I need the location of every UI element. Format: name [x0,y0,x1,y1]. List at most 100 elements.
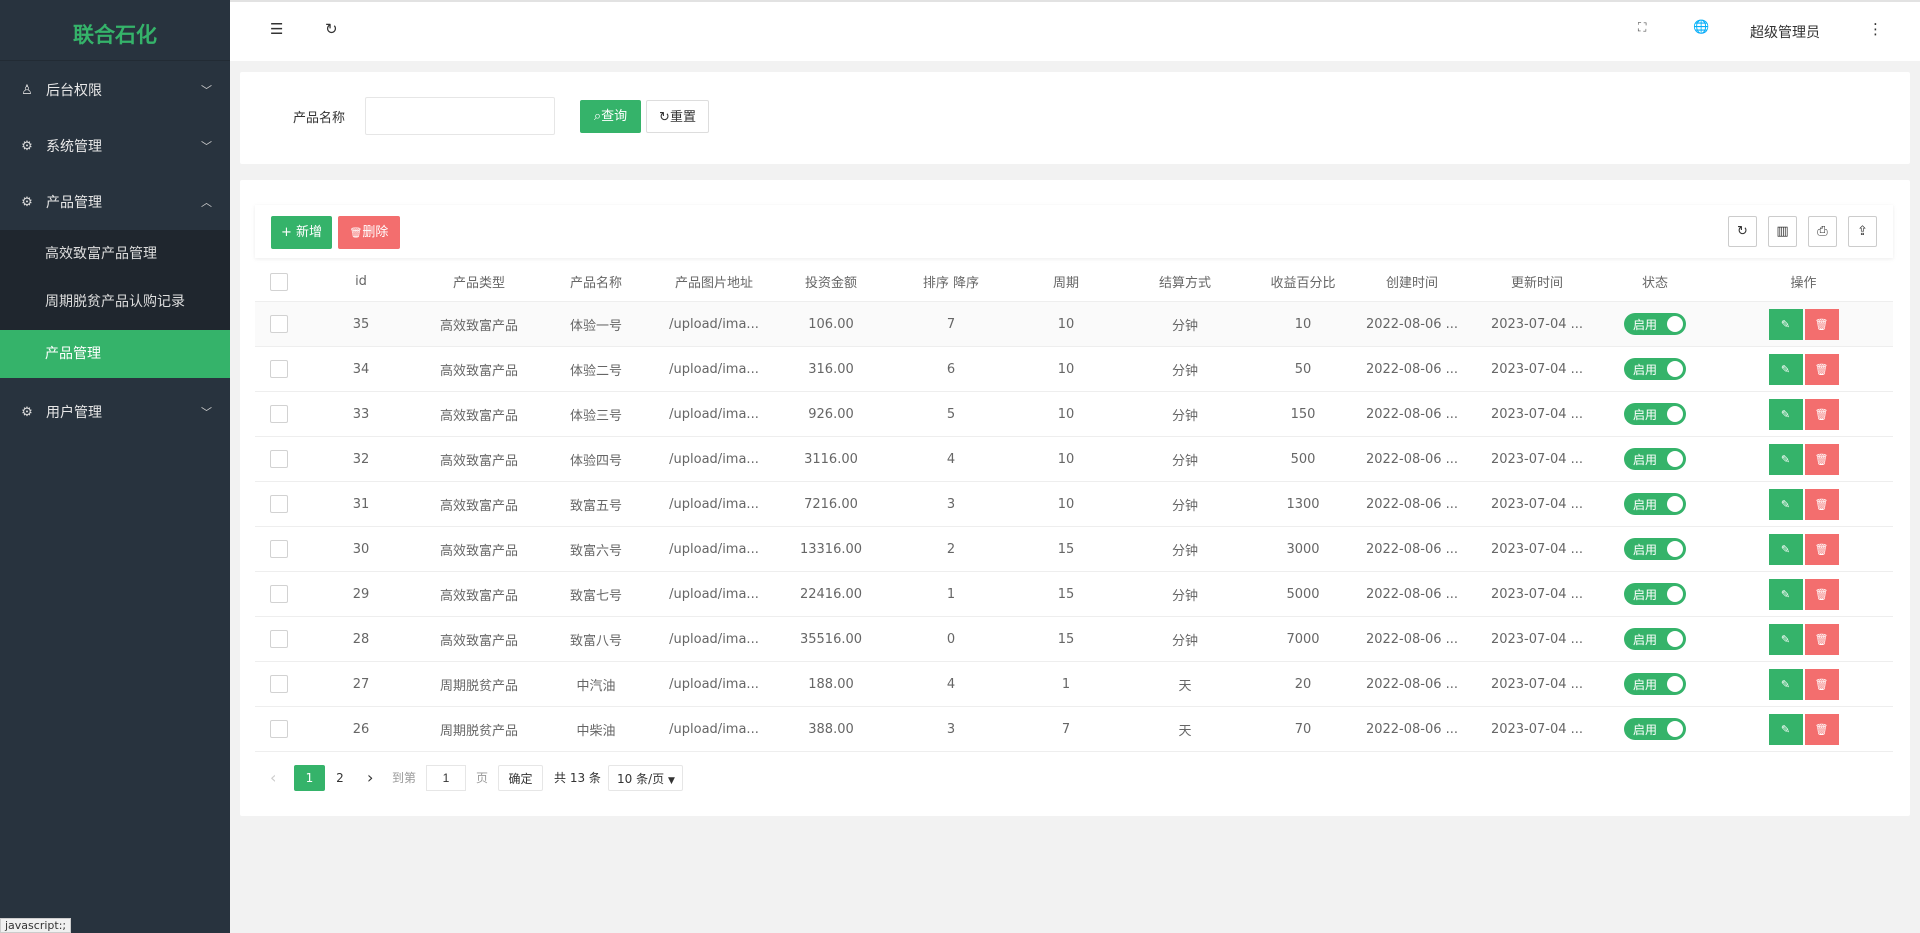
add-button[interactable]: + 新增 [271,216,332,249]
delete-row-button[interactable]: 🗑 [1804,353,1839,385]
refresh-table-icon[interactable]: ↻ [1728,216,1757,247]
status-toggle[interactable]: 启用 [1624,313,1686,335]
status-toggle[interactable]: 启用 [1624,538,1686,560]
submenu: 高效致富产品管理 周期脱贫产品认购记录 产品管理 [0,230,230,378]
gear-icon: ⚙ [21,404,33,420]
delete-row-button[interactable]: 🗑 [1804,308,1839,340]
chevron-down-icon: ﹀ [201,84,212,97]
status-toggle[interactable]: 启用 [1624,493,1686,515]
pencil-icon: ✎ [1780,407,1791,421]
delete-row-button[interactable]: 🗑 [1804,533,1839,565]
sidebar-subitem-product-management[interactable]: 产品管理 [0,330,230,378]
status-label: 启用 [1633,317,1658,332]
goto-page-input[interactable] [426,765,466,791]
plus-icon: + [280,225,296,240]
page-size-select[interactable]: 10 条/页 ▼ [608,765,683,791]
sidebar-item-products[interactable]: ⚙ 产品管理 ︿ [0,174,230,230]
col-id[interactable]: id [355,274,367,289]
toggle-knob [1667,676,1683,692]
edit-button[interactable]: ✎ [1768,533,1803,565]
prev-page-icon[interactable]: ‹ [270,768,277,787]
product-name-input[interactable] [365,97,555,135]
menu-toggle-icon[interactable]: ☰ [270,20,284,38]
reset-button[interactable]: ↻重置 [646,100,709,133]
edit-button[interactable]: ✎ [1768,713,1803,745]
query-label: 查询 [601,109,628,124]
row-checkbox[interactable] [270,405,288,423]
edit-button[interactable]: ✎ [1768,578,1803,610]
row-checkbox[interactable] [270,315,288,333]
next-page-icon[interactable]: › [367,768,374,787]
print-icon[interactable]: ⎙ [1808,216,1837,247]
cell-period: 15 [1057,541,1075,557]
cell-settlement: 分钟 [1171,318,1198,334]
row-checkbox[interactable] [270,630,288,648]
toggle-knob [1667,316,1683,332]
delete-row-button[interactable]: 🗑 [1804,713,1839,745]
row-checkbox[interactable] [270,495,288,513]
edit-button[interactable]: ✎ [1768,623,1803,655]
sidebar-subitem-wealth-products[interactable]: 高效致富产品管理 [45,246,157,262]
pencil-icon: ✎ [1780,542,1791,556]
table-toolbar [255,205,1893,258]
refresh-icon: ↻ [659,110,670,125]
edit-button[interactable]: ✎ [1768,308,1803,340]
status-label: 启用 [1633,497,1658,512]
delete-row-button[interactable]: 🗑 [1804,488,1839,520]
cell-created: 2022-08-06 ... [1365,586,1459,602]
page-2[interactable]: 2 [336,771,344,785]
cell-amount: 7216.00 [804,496,858,512]
edit-button[interactable]: ✎ [1768,398,1803,430]
sidebar-subitem-subscription-records[interactable]: 周期脱贫产品认购记录 [45,294,185,310]
row-checkbox[interactable] [270,585,288,603]
select-all-checkbox[interactable] [270,272,288,291]
user-menu[interactable]: 超级管理员 [1750,25,1820,41]
status-toggle[interactable]: 启用 [1624,403,1686,425]
status-toggle[interactable]: 启用 [1624,718,1686,740]
edit-button[interactable]: ✎ [1768,443,1803,475]
columns-icon[interactable]: ▥ [1768,216,1797,247]
status-toggle[interactable]: 启用 [1624,583,1686,605]
table-row: 32 高效致富产品 体验四号/upload/ima... 3116.00 4 10 分钟 50… [255,437,1893,482]
sidebar-item-users[interactable]: ⚙ 用户管理 ﹀ [0,384,230,440]
edit-button[interactable]: ✎ [1768,488,1803,520]
col-settlement: 结算方式 [1158,276,1211,291]
status-toggle[interactable]: 启用 [1624,448,1686,470]
cell-type: 周期脱贫产品 [439,723,518,739]
status-toggle[interactable]: 启用 [1624,358,1686,380]
sidebar-item-system[interactable]: ⚙ 系统管理 ﹀ [0,118,230,174]
status-toggle[interactable]: 启用 [1624,673,1686,695]
fullscreen-icon[interactable]: ⛶ [1638,20,1647,34]
query-button[interactable]: ⌕查询 [580,100,641,133]
export-icon[interactable]: ⇪ [1848,216,1877,247]
row-checkbox[interactable] [270,360,288,378]
edit-button[interactable]: ✎ [1768,668,1803,700]
delete-row-button[interactable]: 🗑 [1804,443,1839,475]
status-label: 启用 [1633,407,1658,422]
delete-button[interactable]: 🗑删除 [338,216,400,249]
row-checkbox[interactable] [270,720,288,738]
page-1[interactable]: 1 [294,765,325,791]
row-checkbox[interactable] [270,540,288,558]
delete-row-button[interactable]: 🗑 [1804,668,1839,700]
goto-confirm-button[interactable]: 确定 [498,765,543,791]
col-updated: 更新时间 [1510,276,1563,291]
row-checkbox[interactable] [270,675,288,693]
edit-button[interactable]: ✎ [1768,353,1803,385]
delete-row-button[interactable]: 🗑 [1804,398,1839,430]
cell-sort: 4 [946,676,956,692]
delete-row-button[interactable]: 🗑 [1804,623,1839,655]
status-toggle[interactable]: 启用 [1624,628,1686,650]
row-checkbox[interactable] [270,450,288,468]
delete-row-button[interactable]: 🗑 [1804,578,1839,610]
trash-icon: 🗑 [349,228,363,239]
cell-updated: 2023-07-04 ... [1490,631,1584,647]
col-sort[interactable]: 排序 降序 [922,276,980,291]
more-icon[interactable]: ⋮ [1868,20,1883,38]
globe-icon[interactable]: 🌐 [1693,20,1710,35]
chevron-down-icon: ▼ [667,776,675,786]
col-amount: 投资金额 [804,276,857,291]
sidebar-item-admin-permissions[interactable]: ♙ 后台权限 ﹀ [0,62,230,118]
col-status: 状态 [1641,276,1668,291]
refresh-icon[interactable]: ↻ [325,20,338,38]
